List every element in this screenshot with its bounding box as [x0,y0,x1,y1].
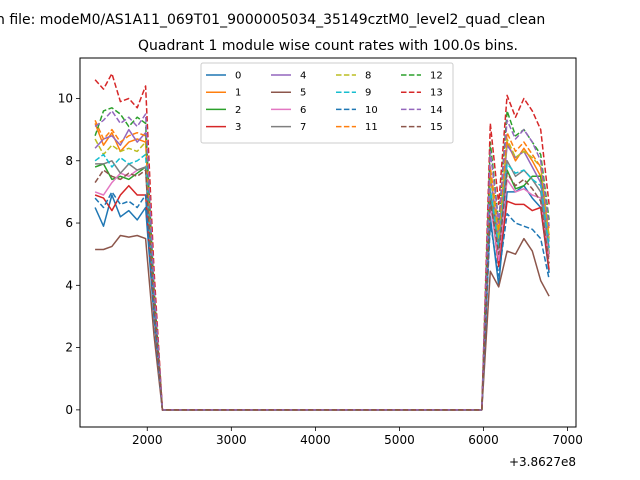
y-tick-label: 8 [65,154,73,168]
x-axis-offset-text: +3.8627e8 [509,455,576,469]
y-tick-label: 6 [65,216,73,230]
legend-label: 14 [430,105,443,116]
legend-label: 2 [235,105,241,116]
axes-frame [79,57,577,428]
series-line-14 [94,110,550,411]
x-tick-label: 2000 [132,433,163,447]
series-lines [94,72,550,411]
y-tick-label: 4 [65,278,73,292]
legend-label: 11 [365,122,378,133]
y-tick-label: 0 [65,403,73,417]
x-tick-label: 3000 [216,433,247,447]
legend-label: 3 [235,122,241,133]
y-axis: 0 2 4 6 8 10 [58,91,80,417]
x-tick-label: 7000 [552,433,583,447]
x-tick-label: 5000 [384,433,415,447]
legend-label: 1 [235,88,241,99]
y-tick-label: 10 [58,91,73,105]
legend-label: 5 [300,88,306,99]
x-axis: 2000 3000 4000 5000 6000 7000 [132,427,583,447]
legend-label: 6 [300,105,306,116]
legend-label: 12 [430,71,443,82]
legend-label: 0 [235,71,241,82]
legend-label: 15 [430,122,443,133]
legend-label: 13 [430,88,443,99]
figure-suptitle: n file: modeM0/AS1A11_069T01_9000005034_… [0,12,545,28]
legend-label: 10 [365,105,378,116]
x-tick-label: 6000 [468,433,499,447]
legend-label: 7 [300,122,306,133]
y-tick-label: 2 [65,341,73,355]
legend-label: 8 [365,71,371,82]
legend-label: 4 [300,71,306,82]
legend-box [200,62,454,144]
series-line-15 [94,169,550,411]
x-tick-label: 4000 [300,433,331,447]
chart-title: Quadrant 1 module wise count rates with … [138,38,518,54]
legend-label: 9 [365,88,371,99]
